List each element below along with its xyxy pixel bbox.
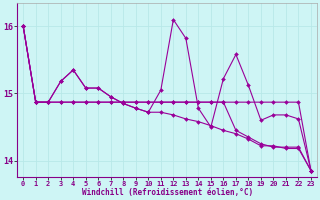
X-axis label: Windchill (Refroidissement éolien,°C): Windchill (Refroidissement éolien,°C) (82, 188, 253, 197)
